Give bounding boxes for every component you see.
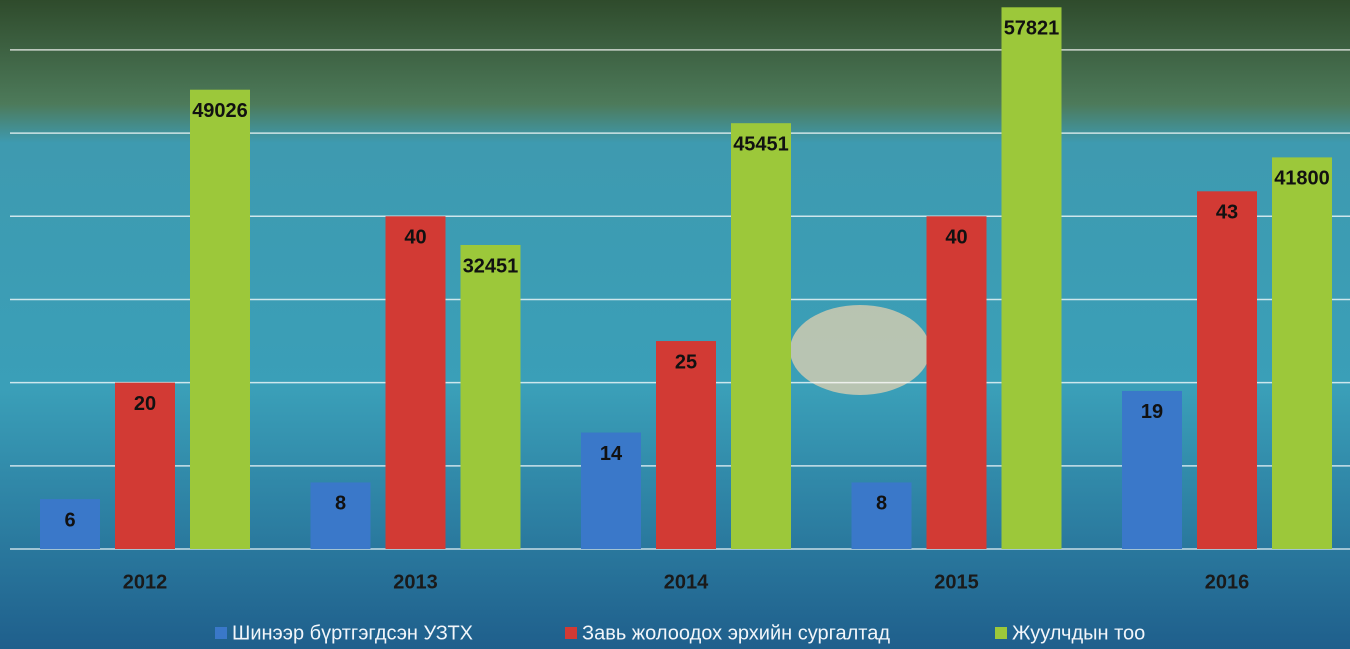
value-label: 8 xyxy=(876,493,887,515)
x-tick-label: 2013 xyxy=(393,571,438,593)
value-label: 6 xyxy=(64,509,75,531)
value-label: 19 xyxy=(1141,401,1163,423)
island xyxy=(790,305,930,395)
bar xyxy=(1002,7,1062,549)
legend-swatch xyxy=(565,627,577,639)
bar xyxy=(1272,157,1332,549)
legend-swatch xyxy=(215,627,227,639)
bar xyxy=(927,216,987,549)
legend-swatch xyxy=(995,627,1007,639)
value-label: 40 xyxy=(945,227,967,249)
value-label: 14 xyxy=(600,443,623,465)
legend-label: Жуулчдын тоо xyxy=(1012,622,1145,644)
value-label: 45451 xyxy=(733,133,789,155)
x-tick-label: 2014 xyxy=(664,571,709,593)
bar xyxy=(1197,191,1257,549)
value-label: 49026 xyxy=(192,100,248,122)
value-label: 43 xyxy=(1216,202,1238,224)
bar xyxy=(461,245,521,549)
value-label: 32451 xyxy=(463,255,519,277)
value-label: 20 xyxy=(134,393,156,415)
legend-label: Завь жолоодох эрхийн сургалтад xyxy=(582,622,890,644)
bar xyxy=(731,123,791,549)
x-tick-label: 2015 xyxy=(934,571,979,593)
value-label: 25 xyxy=(675,351,697,373)
bar xyxy=(386,216,446,549)
legend-label: Шинээр бүртгэгдсэн УЗТХ xyxy=(232,622,473,644)
x-tick-label: 2012 xyxy=(123,571,168,593)
value-label: 41800 xyxy=(1274,168,1330,190)
bar xyxy=(190,90,250,549)
value-label: 8 xyxy=(335,493,346,515)
value-label: 40 xyxy=(404,227,426,249)
chart: 6 20 49026 2012 8 40 32451 2013 14 25 45451 2014 8 40… xyxy=(0,0,1350,649)
x-tick-label: 2016 xyxy=(1205,571,1250,593)
value-label: 57821 xyxy=(1004,18,1060,40)
